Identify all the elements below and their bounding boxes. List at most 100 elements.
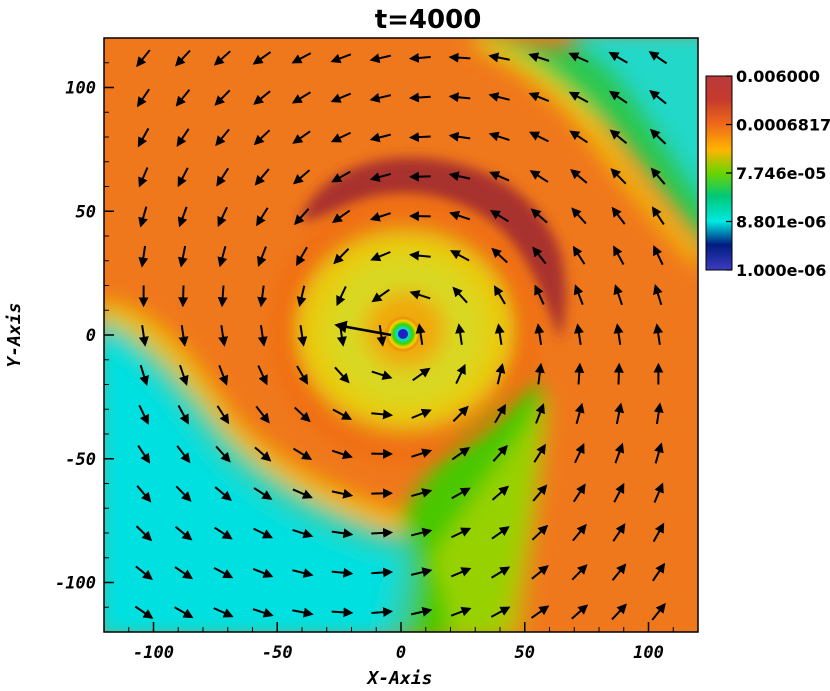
velocity-arrow [174, 525, 193, 541]
velocity-arrow [330, 53, 352, 64]
colorbar: 0.006000 0.0006817 7.746e-05 8.801e-06 1.000… [705, 67, 830, 280]
velocity-arrow [534, 362, 545, 385]
velocity-arrow [216, 405, 230, 425]
velocity-arrow [252, 568, 274, 578]
velocity-arrow [528, 92, 550, 102]
velocity-arrow [336, 286, 347, 307]
velocity-arrow [331, 209, 351, 224]
velocity-arrow [257, 365, 268, 386]
velocity-vector-field [134, 49, 668, 621]
velocity-arrow [334, 366, 350, 384]
velocity-arrow [331, 567, 354, 578]
velocity-arrow [408, 92, 431, 103]
velocity-arrow [296, 365, 309, 385]
velocity-arrow [294, 406, 311, 423]
velocity-arrow [369, 132, 392, 143]
velocity-arrow [530, 605, 550, 619]
velocity-arrow [253, 487, 273, 500]
velocity-arrow [138, 325, 149, 347]
velocity-arrow [449, 250, 470, 262]
colorbar-tick-label: 8.801e-06 [736, 213, 826, 232]
velocity-arrow [412, 367, 431, 382]
velocity-arrow [176, 445, 191, 464]
y-axis-title: Y-Axis [4, 302, 25, 367]
velocity-arrow [650, 167, 666, 185]
velocity-arrow [291, 52, 312, 64]
velocity-arrow [408, 52, 431, 63]
x-axis-ticks: -100 -50 0 50 100 [103, 622, 699, 663]
velocity-arrow [410, 606, 433, 617]
velocity-arrow [334, 320, 392, 337]
velocity-arrow [653, 323, 664, 345]
velocity-arrow [252, 608, 274, 618]
velocity-arrow [217, 245, 228, 268]
velocity-arrow [411, 448, 433, 458]
velocity-arrow [331, 488, 354, 499]
velocity-arrow [371, 527, 394, 538]
y-tick-label: 50 [76, 202, 96, 222]
velocity-arrow [178, 325, 189, 347]
velocity-arrow [612, 523, 626, 542]
velocity-arrow [174, 606, 194, 619]
velocity-arrow [494, 403, 506, 424]
velocity-arrow [294, 208, 310, 226]
x-tick-label: -100 [133, 643, 174, 663]
velocity-arrow [177, 245, 188, 268]
velocity-arrow [613, 362, 624, 385]
velocity-arrow [451, 527, 472, 539]
velocity-arrow [491, 485, 510, 501]
velocity-arrow [332, 408, 353, 420]
velocity-arrow [254, 168, 270, 186]
velocity-arrow [613, 482, 625, 503]
density-field [104, 38, 698, 632]
velocity-arrow [177, 167, 189, 188]
velocity-arrow [535, 403, 545, 424]
velocity-arrow [491, 247, 508, 264]
colorbar-tick-label: 0.0006817 [736, 116, 830, 135]
velocity-arrow [569, 130, 589, 144]
velocity-arrow [611, 563, 627, 581]
velocity-arrow [369, 212, 391, 222]
velocity-arrow [174, 566, 194, 580]
velocity-arrow [448, 171, 471, 182]
velocity-arrow [449, 210, 471, 221]
y-tick-label: -50 [65, 450, 96, 470]
velocity-arrow [571, 604, 589, 620]
velocity-arrow [213, 607, 234, 618]
velocity-arrow [257, 325, 268, 347]
x-axis-title: X-Axis [365, 668, 432, 689]
velocity-arrow [135, 525, 153, 542]
velocity-arrow [451, 446, 471, 461]
velocity-arrow [653, 284, 663, 306]
velocity-arrow [216, 167, 230, 187]
velocity-arrow [136, 485, 152, 503]
velocity-arrow [489, 171, 510, 182]
velocity-arrow [568, 91, 589, 103]
velocity-arrow [450, 606, 472, 617]
velocity-arrow [651, 602, 666, 621]
velocity-arrow [528, 131, 549, 143]
velocity-arrow [613, 245, 625, 265]
y-tick-label: 0 [86, 326, 96, 346]
velocity-arrow [371, 607, 394, 618]
velocity-arrow [292, 528, 314, 539]
x-tick-label: 100 [633, 643, 664, 663]
velocity-arrow [331, 170, 351, 183]
velocity-arrow [214, 89, 231, 106]
velocity-arrow [408, 132, 431, 143]
velocity-arrow [532, 246, 547, 265]
velocity-arrow [529, 170, 549, 183]
velocity-arrow [610, 168, 627, 185]
velocity-arrow [136, 49, 151, 68]
velocity-arrow [213, 50, 231, 66]
velocity-arrow [653, 402, 664, 425]
velocity-arrow [572, 523, 587, 542]
velocity-arrow [175, 49, 191, 67]
velocity-arrow [448, 131, 471, 142]
velocity-arrow [572, 245, 586, 265]
velocity-arrow [331, 449, 353, 460]
velocity-arrow [253, 90, 271, 105]
velocity-arrow [176, 128, 190, 147]
velocity-arrow [532, 484, 548, 502]
